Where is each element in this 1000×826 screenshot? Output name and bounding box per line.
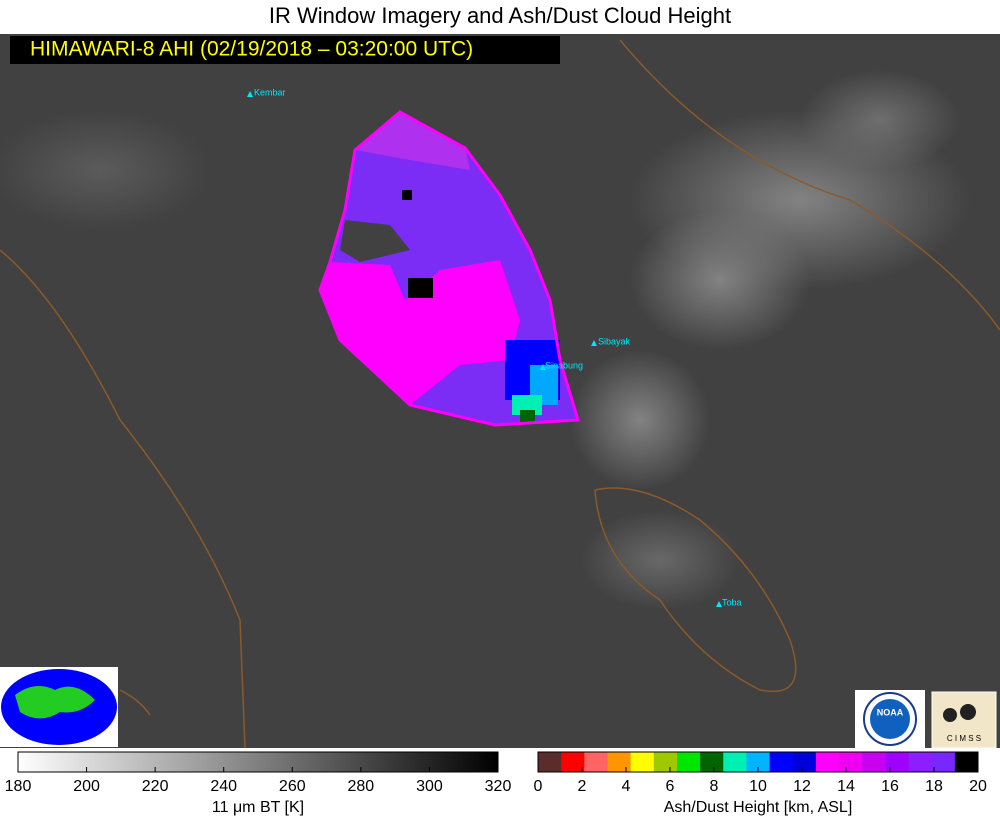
color-segment: [885, 752, 910, 772]
volcano-label: Sibayak: [598, 336, 631, 346]
color-segment: [769, 752, 794, 772]
colorbar-label: Ash/Dust Height [km, ASL]: [664, 799, 853, 816]
tick-label: 18: [925, 778, 943, 795]
color-segment: [676, 752, 701, 772]
colorbars: 180 200 220 240 260 280 300 320 11 μm BT [K] 0 2 4 6…: [5, 751, 987, 816]
tick-label: 12: [793, 778, 811, 795]
colorbar-label: 11 μm BT [K]: [212, 799, 304, 816]
tick-label: 8: [710, 778, 719, 795]
colorbar-frame: [17, 751, 499, 773]
tick-label: 260: [279, 778, 306, 795]
volcano-label: Sinabung: [545, 360, 583, 370]
color-segment: [700, 752, 724, 772]
cimss-text: C I M S S: [947, 734, 981, 743]
volcano-label: Toba: [722, 597, 742, 607]
tick-label: 0: [534, 778, 543, 795]
map: Kembar Sibayak Sinabung Toba HIMAWARI-8 …: [0, 34, 1000, 749]
color-segment: [931, 752, 956, 772]
tick-label: 4: [622, 778, 631, 795]
color-segment: [839, 752, 863, 772]
tick-label: 300: [416, 778, 443, 795]
color-segment: [792, 752, 817, 772]
color-segment: [607, 752, 632, 772]
cimss-logo: C I M S S: [931, 691, 997, 749]
tick-label: 16: [881, 778, 899, 795]
tick-label: 6: [666, 778, 675, 795]
tick-label: 200: [73, 778, 100, 795]
noaa-text: NOAA: [877, 707, 904, 717]
tick-label: 10: [749, 778, 767, 795]
color-segment: [538, 752, 562, 772]
tick-label: 2: [578, 778, 587, 795]
tick-label: 180: [5, 778, 32, 795]
tick-label: 320: [485, 778, 512, 795]
colorbar-fill: [18, 752, 498, 772]
color-segment: [653, 752, 678, 772]
color-segment: [584, 752, 608, 772]
color-segment: [908, 752, 933, 772]
globe-inset: [0, 667, 118, 747]
color-segment: [723, 752, 747, 772]
color-segment: [815, 752, 840, 772]
subtitle: HIMAWARI-8 AHI (02/19/2018 – 03:20:00 UT…: [30, 38, 473, 61]
tick-label: 240: [210, 778, 237, 795]
volcano-label: Kembar: [254, 87, 286, 97]
title: IR Window Imagery and Ash/Dust Cloud Hei…: [269, 3, 731, 28]
color-segment: [954, 752, 979, 772]
tick-label: 14: [837, 778, 855, 795]
tick-label: 220: [142, 778, 169, 795]
noaa-logo: NOAA: [855, 690, 925, 748]
tick-label: 280: [348, 778, 375, 795]
color-segment: [630, 752, 655, 772]
volcano-markers: [247, 91, 722, 607]
tick-label: 20: [969, 778, 987, 795]
color-segment: [561, 752, 585, 772]
color-segment: [862, 752, 886, 772]
color-segment: [746, 752, 771, 772]
